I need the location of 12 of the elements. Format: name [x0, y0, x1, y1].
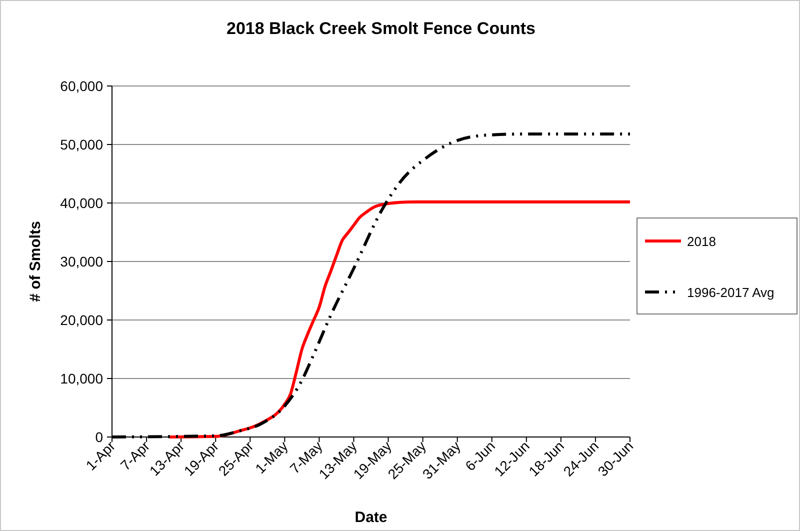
legend-label: 2018	[687, 234, 716, 249]
y-tick-label: 50,000	[60, 136, 104, 152]
y-axis-title: # of Smolts	[27, 221, 44, 302]
y-tick-label: 20,000	[60, 312, 104, 328]
x-axis-title: Date	[354, 509, 388, 526]
y-tick-label: 10,000	[60, 370, 104, 386]
y-tick-label: 40,000	[60, 195, 104, 211]
legend-label: 1996-2017 Avg	[687, 285, 774, 300]
chart-title: 2018 Black Creek Smolt Fence Counts	[226, 19, 536, 38]
y-tick-label: 30,000	[60, 254, 104, 270]
y-tick-label: 60,000	[60, 78, 104, 94]
y-tick-label: 0	[95, 429, 104, 445]
